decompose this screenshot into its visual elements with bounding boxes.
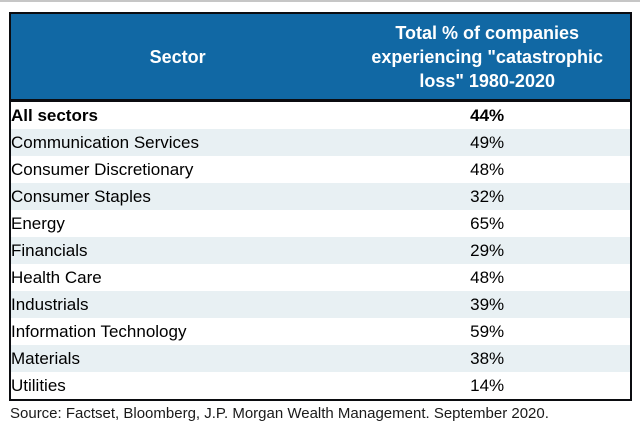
table-row: Consumer Staples 32% — [10, 183, 631, 210]
value-cell: 49% — [344, 129, 631, 156]
table-row: Financials 29% — [10, 237, 631, 264]
value-cell: 39% — [344, 291, 631, 318]
value-cell: 48% — [470, 267, 505, 287]
sector-cell: Consumer Staples — [10, 183, 345, 210]
sector-cell: Utilities — [11, 375, 66, 395]
catastrophic-loss-table: Sector Total % of companies experiencing… — [9, 12, 632, 401]
table-row: Industrials 39% — [10, 291, 631, 318]
value-cell: 59% — [470, 321, 505, 341]
table-header: Sector Total % of companies experiencing… — [10, 13, 631, 102]
value-cell: 65% — [470, 213, 505, 233]
value-cell: 38% — [344, 345, 631, 372]
sector-cell: All sectors — [11, 105, 98, 125]
source-attribution: Source: Factset, Bloomberg, J.P. Morgan … — [10, 405, 549, 422]
table-row: Utilities 14% — [10, 372, 631, 400]
table-row: Communication Services 49% — [10, 129, 631, 156]
value-cell: 29% — [344, 237, 631, 264]
header-row: Sector Total % of companies experiencing… — [10, 13, 631, 102]
sector-cell: Communication Services — [10, 129, 345, 156]
sector-cell: Industrials — [10, 291, 345, 318]
value-cell: 32% — [344, 183, 631, 210]
table-row: Energy 65% — [10, 210, 631, 237]
sector-cell: Consumer Discretionary — [11, 159, 194, 179]
sector-cell: Information Technology — [11, 321, 187, 341]
top-edge-line — [0, 0, 640, 2]
table-row: Materials 38% — [10, 345, 631, 372]
sector-cell: Energy — [11, 213, 65, 233]
table-body: All sectors 44% Communication Services 4… — [10, 101, 631, 401]
sector-cell: Health Care — [11, 267, 102, 287]
table-row: All sectors 44% — [10, 101, 631, 130]
value-cell: 14% — [470, 375, 505, 395]
table-row: Information Technology 59% — [10, 318, 631, 345]
sector-cell: Materials — [10, 345, 345, 372]
sector-cell: Financials — [10, 237, 345, 264]
table-row: Consumer Discretionary 48% — [10, 156, 631, 183]
header-sector: Sector — [10, 13, 345, 102]
value-cell: 48% — [470, 159, 505, 179]
header-value: Total % of companies experiencing "catas… — [344, 13, 631, 102]
value-cell: 44% — [470, 105, 505, 125]
table-row: Health Care 48% — [10, 264, 631, 291]
